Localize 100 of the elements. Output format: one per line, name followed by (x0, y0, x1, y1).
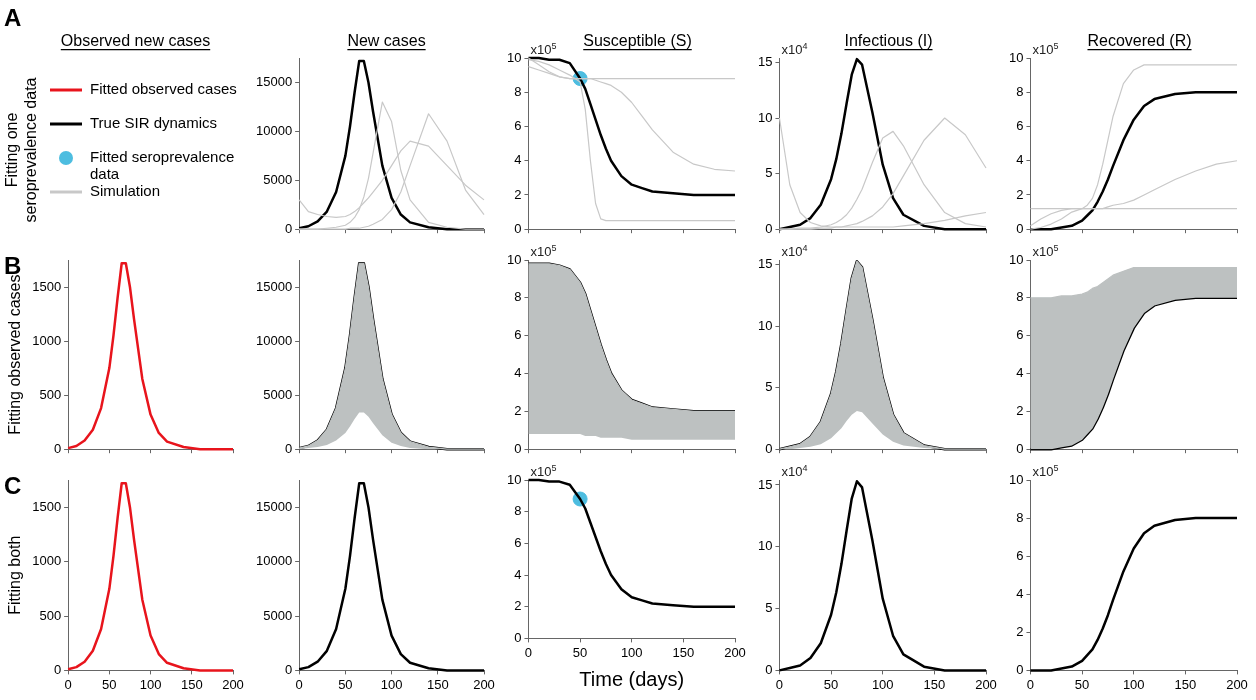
y-tick-label: 6 (514, 118, 522, 134)
y-tick-label: 0 (1016, 440, 1024, 456)
legend-label: True SIR dynamics (90, 114, 217, 132)
y-tick-label: 15 (757, 256, 773, 272)
y-tick-label: 0 (53, 440, 62, 456)
chart-title: New cases (347, 32, 426, 49)
y-tick-label: 0 (514, 220, 522, 236)
x-axis-title: Time (days) (579, 667, 685, 690)
y-tick-label: 4 (1016, 152, 1024, 168)
x-tick-label: 100 (380, 676, 403, 692)
y-tick-label: 5 (765, 379, 773, 395)
x-tick-label: 150 (180, 676, 203, 692)
y-tick-label: 2 (1016, 623, 1024, 639)
y-tick-label: 4 (514, 152, 522, 168)
text: A (4, 4, 22, 31)
y-tick-label: 0 (514, 629, 522, 645)
x-tick-label: 50 (823, 676, 839, 692)
y-tick-label: 6 (1016, 547, 1024, 563)
y-tick-label: 10 (506, 471, 522, 487)
y-tick-label: 6 (514, 327, 522, 343)
legend-label: Simulation (90, 182, 161, 200)
y-tick-label: 1000 (32, 332, 62, 348)
y-tick-label: 8 (514, 83, 522, 99)
x-tick-label: 150 (1174, 676, 1197, 692)
x-tick-label: 50 (572, 644, 588, 660)
y-tick-label: 15000 (255, 74, 293, 90)
y-tick-label: 10 (757, 109, 773, 125)
x-tick-label: 200 (473, 676, 495, 692)
y-tick-label: 6 (1016, 327, 1024, 343)
y-tick-label: 10 (506, 251, 522, 267)
y-tick-label: 15000 (255, 498, 293, 514)
y-tick-label: 10 (1008, 251, 1024, 267)
y-tick-label: 500 (39, 386, 62, 402)
chart-title: Recovered (R) (1087, 32, 1192, 49)
y-tick-label: 5 (765, 600, 773, 616)
y-axis-title: Fitting both (6, 535, 24, 615)
y-tick-label: 1500 (32, 278, 62, 294)
y-tick-label: 8 (514, 503, 522, 519)
y-tick-label: 0 (765, 440, 773, 456)
x-tick-label: 150 (672, 644, 695, 660)
y-tick-label: 0 (1016, 220, 1024, 236)
y-tick-label: 1000 (32, 553, 62, 569)
y-tick-label: 0 (53, 661, 62, 677)
y-tick-label: 10 (1008, 471, 1024, 487)
y-tick-label: 6 (1016, 118, 1024, 134)
y-tick-label: 5 (765, 165, 773, 181)
x-tick-label: 100 (1122, 676, 1145, 692)
x-tick-label: 0 (775, 676, 784, 692)
y-tick-label: 4 (514, 365, 522, 381)
x-tick-label: 200 (724, 644, 746, 660)
y-tick-label: 6 (514, 534, 522, 550)
x-tick-label: 0 (295, 676, 303, 692)
y-tick-label: 1500 (32, 498, 62, 514)
y-tick-label: 2 (514, 186, 522, 202)
y-tick-label: 4 (1016, 585, 1024, 601)
y-tick-label: 5000 (263, 607, 293, 623)
y-tick-label: 2 (514, 402, 522, 418)
y-tick-label: 4 (1016, 365, 1024, 381)
x-tick-label: 0 (524, 644, 533, 660)
y-tick-label: 0 (1016, 661, 1024, 677)
text: Fitting one seroprevalence data (2, 77, 39, 223)
x-tick-label: 150 (426, 676, 449, 692)
text: Observed new cases (60, 32, 211, 49)
chart-title: Susceptible (S) (583, 32, 692, 49)
y-tick-label: 5000 (263, 386, 293, 402)
y-tick-label: 15 (757, 476, 773, 492)
y-tick-label: 0 (514, 440, 522, 456)
chart-title: Infectious (I) (844, 32, 933, 49)
y-tick-label: 10 (1008, 49, 1024, 65)
y-tick-label: 5000 (263, 171, 293, 187)
y-tick-label: 0 (284, 661, 293, 677)
y-tick-label: 8 (1016, 509, 1024, 525)
y-tick-label: 8 (1016, 289, 1024, 305)
x-tick-label: 200 (222, 676, 244, 692)
x-tick-label: 150 (923, 676, 946, 692)
legend-label: Fitted observed cases (90, 80, 237, 98)
y-tick-label: 0 (284, 220, 293, 236)
x-tick-label: 50 (338, 676, 353, 692)
x-tick-label: 200 (975, 676, 997, 692)
y-tick-label: 10000 (255, 122, 293, 138)
y-tick-label: 0 (765, 220, 773, 236)
y-tick-label: 10 (757, 317, 773, 333)
y-tick-label: 8 (1016, 83, 1024, 99)
x-tick-label: 100 (620, 644, 643, 660)
x-tick-label: 50 (102, 676, 117, 692)
y-tick-label: 10000 (255, 553, 293, 569)
y-tick-label: 4 (514, 566, 522, 582)
x-tick-label: 0 (1026, 676, 1035, 692)
y-tick-label: 10 (757, 538, 773, 554)
y-tick-label: 500 (39, 607, 62, 623)
y-tick-label: 2 (1016, 402, 1024, 418)
y-tick-label: 8 (514, 289, 522, 305)
y-tick-label: 0 (765, 661, 773, 677)
y-tick-label: 0 (284, 440, 293, 456)
y-tick-label: 15000 (255, 278, 293, 294)
legend-label: Fitted seroprevalence data (90, 148, 235, 183)
x-tick-label: 0 (64, 676, 72, 692)
text: C (4, 472, 22, 499)
y-tick-label: 2 (514, 598, 522, 614)
x-tick-label: 50 (1074, 676, 1090, 692)
